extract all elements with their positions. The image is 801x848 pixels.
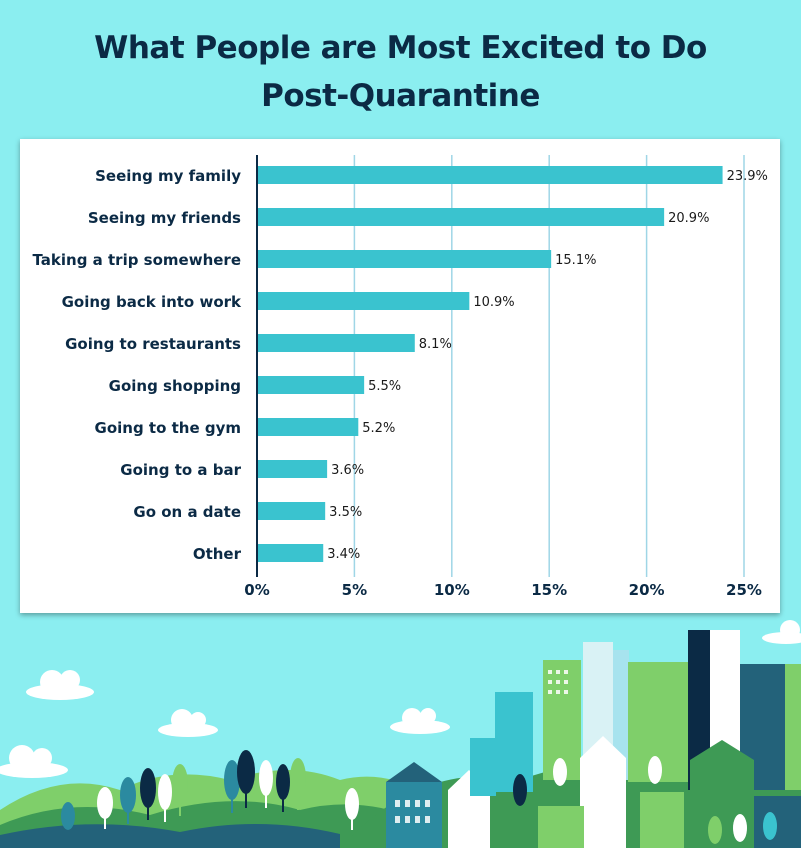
tree-icon: [237, 750, 255, 808]
hill-front: [0, 823, 340, 848]
category-labels: Seeing my family Seeing my friends Taking …: [32, 167, 242, 563]
category-label: Other: [193, 545, 242, 563]
tree-icon: [345, 788, 359, 830]
tree-icon: [290, 758, 306, 810]
tree-icon: [708, 816, 722, 844]
category-label: Going shopping: [109, 377, 241, 395]
building: [386, 782, 442, 848]
bar: [257, 334, 415, 352]
tree-icon: [140, 768, 156, 820]
value-label: 5.5%: [368, 379, 401, 394]
bar: [257, 166, 723, 184]
chart-panel: Seeing my family Seeing my friends Taking …: [20, 139, 780, 613]
x-tick-label: 10%: [434, 581, 470, 599]
building: [613, 650, 629, 780]
tree-icon: [648, 756, 662, 784]
tree-icon: [172, 764, 188, 816]
chart-title-line-1: What People are Most Excited to Do: [94, 30, 707, 66]
value-label: 5.2%: [362, 421, 395, 436]
tree-icon: [763, 812, 777, 840]
tree-icon: [513, 774, 527, 806]
building: [538, 806, 584, 848]
trees: [61, 750, 359, 830]
bar: [257, 418, 359, 436]
category-label: Go on a date: [133, 503, 241, 521]
cloud-icon: [158, 709, 218, 737]
tree-icon: [593, 822, 607, 846]
tree-icon: [276, 764, 290, 812]
roof: [386, 762, 442, 782]
category-label: Going to restaurants: [65, 335, 241, 353]
building: [448, 790, 490, 848]
category-label: Seeing my friends: [88, 209, 241, 227]
cloud-icon: [762, 620, 801, 644]
clouds: [0, 620, 801, 778]
cloud-icon: [0, 745, 68, 778]
tree-icon: [224, 760, 240, 813]
value-label: 23.9%: [727, 169, 768, 184]
building: [470, 738, 496, 796]
x-tick-label: 5%: [342, 581, 367, 599]
building: [640, 792, 684, 848]
roof: [580, 736, 626, 758]
bar: [257, 208, 665, 226]
bar: [257, 376, 365, 394]
value-label: 3.6%: [331, 463, 364, 478]
bar: [257, 250, 552, 268]
tree-icon: [733, 814, 747, 842]
category-label: Taking a trip somewhere: [32, 251, 241, 269]
bar: [257, 292, 470, 310]
bar: [257, 460, 328, 478]
bar: [257, 502, 326, 520]
value-label: 3.5%: [329, 505, 362, 520]
tree-icon: [97, 787, 113, 829]
x-tick-label: 25%: [726, 581, 762, 599]
value-label: 3.4%: [327, 547, 360, 562]
cloud-icon: [26, 670, 94, 700]
tree-icon: [120, 777, 136, 824]
cloud-icon: [390, 708, 450, 734]
value-label: 10.9%: [473, 295, 514, 310]
tree-icon: [61, 802, 75, 830]
value-label: 15.1%: [555, 253, 596, 268]
chart-title: What People are Most Excited to Do Post-…: [0, 24, 801, 120]
category-label: Going to the gym: [95, 419, 241, 437]
x-tick-label: 20%: [629, 581, 665, 599]
value-label: 8.1%: [419, 337, 452, 352]
roof: [690, 740, 754, 760]
tree-icon: [553, 758, 567, 786]
building: [688, 630, 710, 790]
value-label: 20.9%: [668, 211, 709, 226]
category-label: Going to a bar: [120, 461, 241, 479]
chart-title-line-2: Post-Quarantine: [261, 78, 540, 114]
category-label: Seeing my family: [95, 167, 241, 185]
buildings: [386, 630, 801, 848]
bar-chart: Seeing my family Seeing my friends Taking …: [32, 155, 768, 599]
bar: [257, 544, 324, 562]
tree-icon: [259, 760, 273, 808]
bars: [257, 166, 723, 562]
trees-right: [513, 756, 777, 846]
city-illustration: [0, 620, 801, 848]
x-tick-label: 0%: [244, 581, 269, 599]
category-label: Going back into work: [62, 293, 242, 311]
windows: [395, 640, 732, 823]
building: [785, 664, 801, 790]
x-tick-labels: 0% 5% 10% 15% 20% 25%: [244, 581, 762, 599]
value-labels: 23.9% 20.9% 15.1% 10.9% 8.1% 5.5% 5.2% 3.6% 3.5%…: [327, 169, 768, 562]
tree-icon: [158, 774, 172, 822]
x-tick-label: 15%: [531, 581, 567, 599]
building: [754, 796, 801, 848]
building: [495, 692, 533, 792]
